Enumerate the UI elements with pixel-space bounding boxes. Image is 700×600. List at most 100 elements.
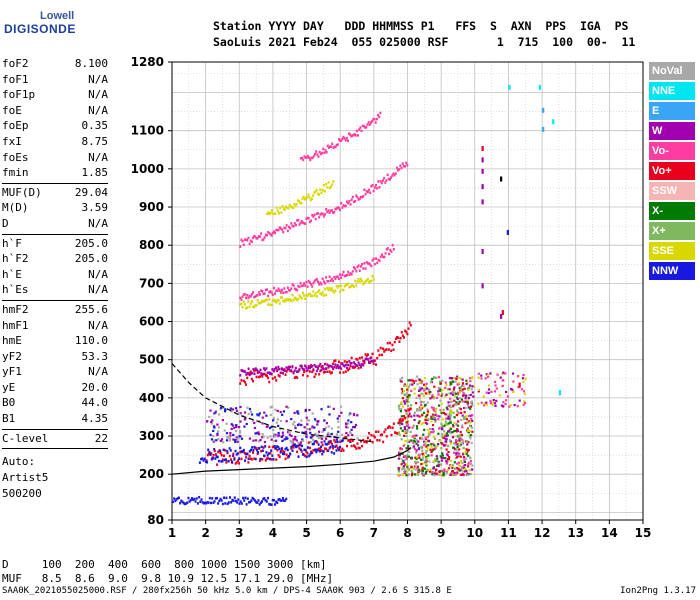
echo-point [433, 474, 436, 477]
trace-point [335, 143, 338, 147]
trace-point [292, 225, 295, 228]
trace-point [321, 188, 324, 192]
trace-point [315, 365, 318, 368]
trace-point [326, 363, 329, 366]
echo-point [452, 446, 455, 449]
echo-point [433, 447, 436, 451]
echo-point [437, 418, 440, 421]
trace-point [290, 299, 293, 303]
trace-point [330, 287, 333, 290]
trace-point [252, 305, 255, 309]
trace-point [281, 228, 284, 231]
echo-point [444, 434, 447, 437]
trace-point [331, 142, 334, 146]
trace-point [329, 441, 332, 444]
trace-point [361, 124, 364, 128]
echo-point [467, 465, 470, 468]
echo-point [272, 417, 275, 420]
echo-point [305, 416, 308, 419]
echo-point [465, 452, 468, 455]
echo-point [427, 454, 430, 457]
trace-point [306, 154, 309, 158]
trace-point [316, 192, 319, 196]
echo-point [457, 461, 461, 464]
echo-point [405, 412, 408, 415]
echo-point [301, 431, 304, 434]
echo-point [434, 458, 437, 461]
trace-point [363, 188, 366, 192]
trace-point [264, 445, 267, 448]
trace-point [327, 181, 330, 184]
echo-point [453, 386, 456, 389]
echo-point [441, 379, 444, 382]
echo-point [287, 431, 290, 434]
echo-point [471, 414, 474, 417]
trace-point [273, 444, 276, 448]
echo-point [279, 419, 282, 423]
trace-point [242, 293, 245, 296]
trace-point [290, 447, 293, 450]
trace-point [262, 238, 265, 241]
echo-point [431, 442, 434, 446]
echo-point [443, 469, 446, 472]
echo-point [229, 431, 232, 435]
echo-point [462, 392, 465, 395]
echo-point [445, 460, 448, 463]
echo-point [440, 427, 444, 430]
trace-point [370, 356, 373, 359]
trace-point [339, 371, 342, 374]
echo-point [465, 457, 468, 460]
trace-point [284, 457, 287, 461]
trace-point [247, 501, 250, 504]
echo-point [397, 457, 401, 460]
trace-point [277, 299, 280, 302]
trace-point [351, 270, 354, 273]
echo-point [212, 440, 215, 443]
trace-point [230, 460, 233, 464]
echo-point [211, 419, 214, 422]
trace-point [259, 235, 262, 238]
echo-point [450, 392, 453, 395]
trace-point [334, 363, 337, 366]
model-curve-solid [171, 447, 412, 475]
trace-point [242, 243, 245, 247]
trace-point [215, 496, 218, 500]
trace-point [327, 449, 330, 453]
echo-point [244, 417, 247, 420]
trace-point [294, 223, 297, 227]
echo-point [463, 406, 466, 410]
echo-point [270, 438, 273, 441]
echo-point [269, 435, 272, 438]
echo-point [440, 433, 444, 436]
trace-point [228, 454, 231, 458]
trace-point [265, 298, 268, 302]
echo-point [444, 420, 447, 423]
trace-point [303, 198, 306, 201]
echo-point [403, 434, 406, 437]
trace-point [194, 500, 197, 503]
trace-point [247, 296, 250, 300]
trace-point [346, 273, 349, 277]
trace-point [264, 374, 267, 377]
trace-point [337, 448, 340, 452]
echo-point [451, 466, 454, 470]
trace-point [346, 444, 349, 448]
trace-point [363, 262, 366, 265]
param-key: foF1 [2, 72, 29, 86]
echo-point [460, 433, 464, 437]
echo-point [431, 428, 434, 431]
echo-point [248, 407, 252, 411]
echo-point [447, 455, 451, 459]
trace-point [319, 213, 322, 216]
trace-point [367, 121, 370, 124]
x-tick-label: 12 [534, 526, 551, 540]
trace-point [278, 447, 281, 451]
echo-point [285, 405, 288, 408]
trace-point [284, 447, 287, 451]
echo-point [453, 421, 456, 425]
echo-point [461, 426, 464, 429]
trace-point [311, 294, 314, 298]
trace-point [250, 499, 253, 502]
y-tick-label: 1000 [131, 162, 164, 176]
echo-point [276, 435, 279, 438]
